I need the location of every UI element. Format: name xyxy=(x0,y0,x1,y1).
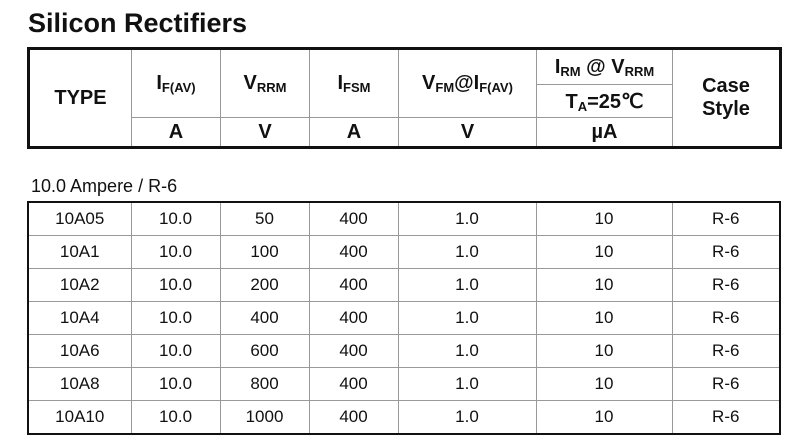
cell-vrrm: 1000 xyxy=(219,400,310,435)
irm-header: IRM @ VRRM xyxy=(536,48,673,85)
unit-ifsm: A xyxy=(309,117,399,148)
cell-vfm: 1.0 xyxy=(397,400,537,435)
table-row: 10A2 10.0 200 400 1.0 10 R-6 xyxy=(27,268,781,302)
cell-if-av: 10.0 xyxy=(130,301,221,335)
cell-irm: 10 xyxy=(535,268,673,302)
type-header: TYPE xyxy=(28,48,132,148)
unit-if-av: A xyxy=(131,117,221,148)
unit-vfm: V xyxy=(398,117,537,148)
cell-if-av: 10.0 xyxy=(130,334,221,368)
cell-if-av: 10.0 xyxy=(130,367,221,401)
cell-case-style: R-6 xyxy=(671,201,781,236)
case-style-header: Case Style xyxy=(672,48,781,148)
cell-vrrm: 100 xyxy=(219,235,310,269)
table-row: 10A10 10.0 1000 400 1.0 10 R-6 xyxy=(27,400,781,435)
cell-type: 10A1 xyxy=(27,235,132,269)
cell-irm: 10 xyxy=(535,367,673,401)
cell-vfm: 1.0 xyxy=(397,301,537,335)
table-row: 10A05 10.0 50 400 1.0 10 R-6 xyxy=(27,201,781,236)
cell-type: 10A8 xyxy=(27,367,132,401)
cell-vfm: 1.0 xyxy=(397,201,537,236)
page-title: Silicon Rectifiers xyxy=(28,8,248,38)
cell-vrrm: 400 xyxy=(219,301,310,335)
if-av-header: IF(AV) xyxy=(131,48,221,118)
cell-ifsm: 400 xyxy=(308,400,399,435)
table-row: 10A8 10.0 800 400 1.0 10 R-6 xyxy=(27,367,781,401)
table-row: 10A4 10.0 400 400 1.0 10 R-6 xyxy=(27,301,781,335)
cell-case-style: R-6 xyxy=(671,268,781,302)
cell-irm: 10 xyxy=(535,301,673,335)
cell-irm: 10 xyxy=(535,235,673,269)
cell-case-style: R-6 xyxy=(671,235,781,269)
cell-ifsm: 400 xyxy=(308,201,399,236)
cell-vfm: 1.0 xyxy=(397,367,537,401)
irm-condition: TA=25℃ xyxy=(536,84,673,118)
cell-type: 10A6 xyxy=(27,334,132,368)
vfm-header: VFM@IF(AV) xyxy=(398,48,537,118)
cell-type: 10A10 xyxy=(27,400,132,435)
cell-type: 10A05 xyxy=(27,201,132,236)
cell-vfm: 1.0 xyxy=(397,268,537,302)
cell-vrrm: 200 xyxy=(219,268,310,302)
cell-ifsm: 400 xyxy=(308,367,399,401)
cell-vrrm: 50 xyxy=(219,201,310,236)
cell-if-av: 10.0 xyxy=(130,268,221,302)
cell-case-style: R-6 xyxy=(671,400,781,435)
cell-vfm: 1.0 xyxy=(397,334,537,368)
section-label: 10.0 Ampere / R-6 xyxy=(31,176,178,196)
cell-irm: 10 xyxy=(535,201,673,236)
cell-vrrm: 800 xyxy=(219,367,310,401)
cell-irm: 10 xyxy=(535,334,673,368)
cell-if-av: 10.0 xyxy=(130,400,221,435)
cell-type: 10A2 xyxy=(27,268,132,302)
cell-type: 10A4 xyxy=(27,301,132,335)
vrrm-header: VRRM xyxy=(220,48,310,118)
cell-ifsm: 400 xyxy=(308,235,399,269)
cell-vrrm: 600 xyxy=(219,334,310,368)
cell-case-style: R-6 xyxy=(671,367,781,401)
cell-if-av: 10.0 xyxy=(130,235,221,269)
unit-vrrm: V xyxy=(220,117,310,148)
data-table: 10A05 10.0 50 400 1.0 10 R-6 10A1 10.0 100 400 1.0 1… xyxy=(27,201,781,435)
table-row: 10A6 10.0 600 400 1.0 10 R-6 xyxy=(27,334,781,368)
ifsm-header: IFSM xyxy=(309,48,399,118)
cell-irm: 10 xyxy=(535,400,673,435)
cell-case-style: R-6 xyxy=(671,334,781,368)
cell-if-av: 10.0 xyxy=(130,201,221,236)
unit-irm: µA xyxy=(536,117,673,148)
cell-ifsm: 400 xyxy=(308,268,399,302)
cell-case-style: R-6 xyxy=(671,301,781,335)
header-table: TYPE IF(AV) VRRM IFSM VFM@IF(AV) IRM @ V… xyxy=(27,47,782,149)
cell-ifsm: 400 xyxy=(308,334,399,368)
cell-ifsm: 400 xyxy=(308,301,399,335)
table-row: 10A1 10.0 100 400 1.0 10 R-6 xyxy=(27,235,781,269)
cell-vfm: 1.0 xyxy=(397,235,537,269)
